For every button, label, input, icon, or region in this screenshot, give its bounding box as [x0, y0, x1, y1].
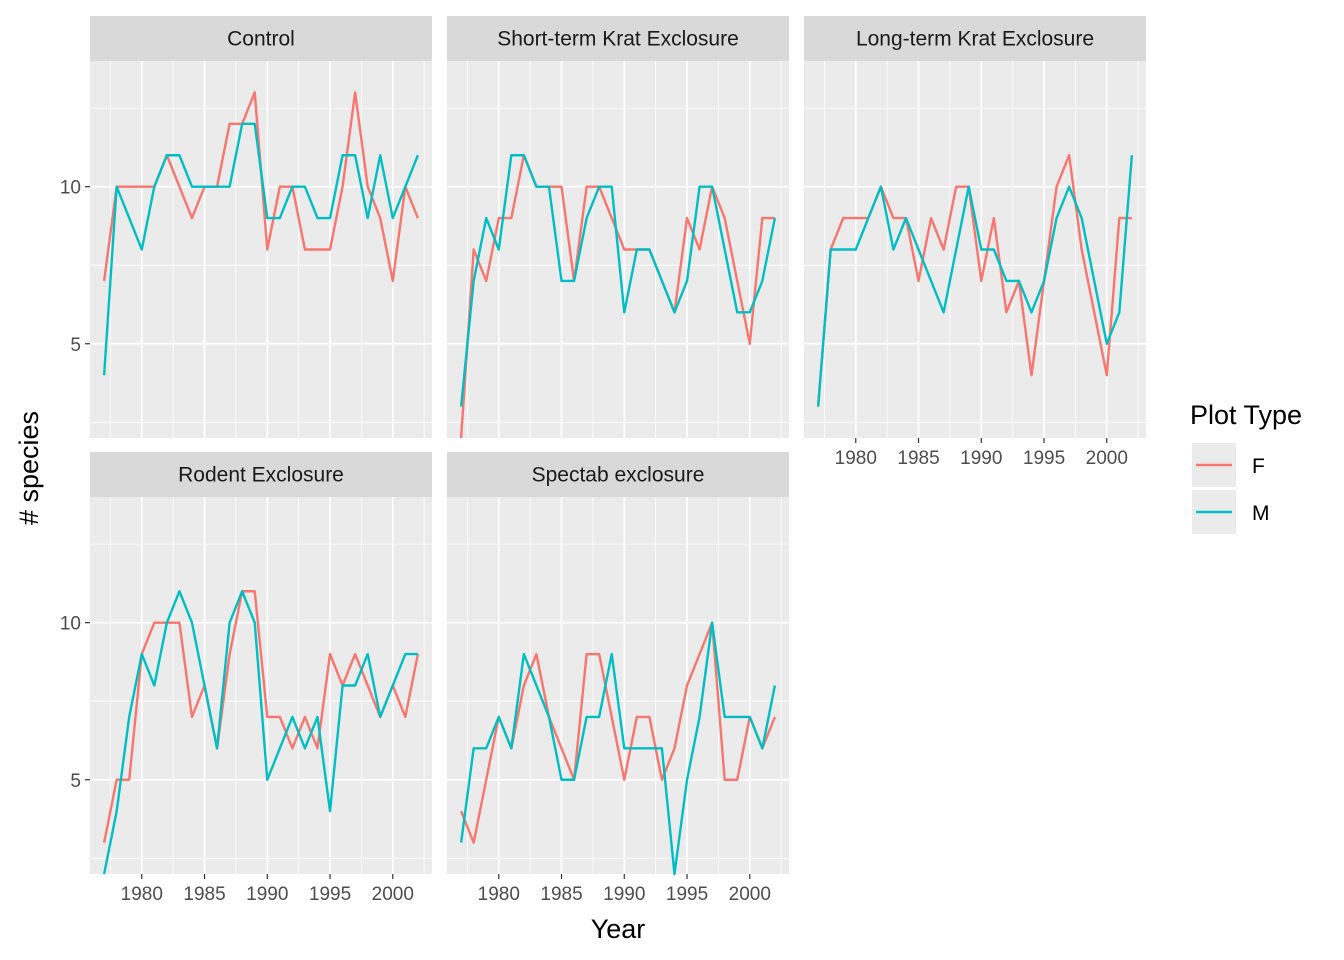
x-tick-label: 1980: [121, 884, 163, 905]
y-tick-label: 5: [70, 335, 81, 356]
x-tick-label: 2000: [372, 884, 414, 905]
y-tick-label: 10: [60, 614, 81, 635]
legend-title: Plot Type: [1190, 400, 1302, 430]
x-tick-label: 2000: [1086, 448, 1128, 469]
strip-background: [447, 16, 789, 61]
strip-background: [90, 452, 432, 497]
x-tick-label: 1990: [603, 884, 645, 905]
strip-title: Spectab exclosure: [532, 464, 705, 487]
series-line-m: [102, 122, 419, 376]
x-tick-label: 1990: [960, 448, 1002, 469]
series-line-f: [459, 154, 775, 439]
panel-2: Short-term Krat Exclosure: [447, 16, 789, 439]
strip-title: Control: [227, 28, 295, 51]
series-line-m: [102, 590, 418, 875]
series-line-m: [459, 154, 777, 407]
axes-layer: 5 10 1980 1985 1990 1995 2000 5 10 1980 1985 1990 19…: [60, 178, 1128, 905]
legend: Plot Type F M: [1190, 400, 1302, 534]
x-axis-title: Year: [591, 914, 646, 944]
strip-title: Short-term Krat Exclosure: [497, 28, 739, 51]
x-tick-label: 1985: [540, 884, 582, 905]
x-tick-label: 1980: [478, 884, 520, 905]
series-line-m: [816, 155, 1134, 407]
panels-layer: Control Short-term Krat Exclosure Long-ter…: [90, 16, 1146, 876]
panel-3: Long-term Krat Exclosure: [804, 16, 1146, 438]
y-axis-title: # species: [14, 411, 44, 525]
panel-1: Control: [90, 16, 432, 438]
strip-title: Rodent Exclosure: [178, 464, 344, 487]
x-tick-label: 1995: [666, 884, 708, 905]
legend-label-f: F: [1252, 455, 1265, 478]
x-tick-label: 1995: [309, 884, 351, 905]
strip-background: [804, 16, 1146, 61]
plot-background: [447, 497, 789, 874]
plot-background: [90, 61, 432, 438]
series-line-m: [459, 621, 777, 876]
series-line-f: [102, 590, 420, 843]
y-tick-label: 10: [60, 178, 81, 199]
strip-background: [447, 452, 789, 497]
x-tick-label: 2000: [729, 884, 771, 905]
strip-background: [90, 16, 432, 61]
x-tick-label: 1980: [835, 448, 877, 469]
panel-4: Rodent Exclosure: [90, 452, 432, 875]
x-tick-label: 1985: [183, 884, 225, 905]
x-tick-label: 1990: [246, 884, 288, 905]
strip-title: Long-term Krat Exclosure: [856, 28, 1094, 51]
legend-label-m: M: [1252, 502, 1270, 525]
x-tick-label: 1995: [1023, 448, 1065, 469]
y-tick-label: 5: [70, 771, 81, 792]
panel-5: Spectab exclosure: [447, 452, 789, 876]
x-tick-label: 1985: [897, 448, 939, 469]
